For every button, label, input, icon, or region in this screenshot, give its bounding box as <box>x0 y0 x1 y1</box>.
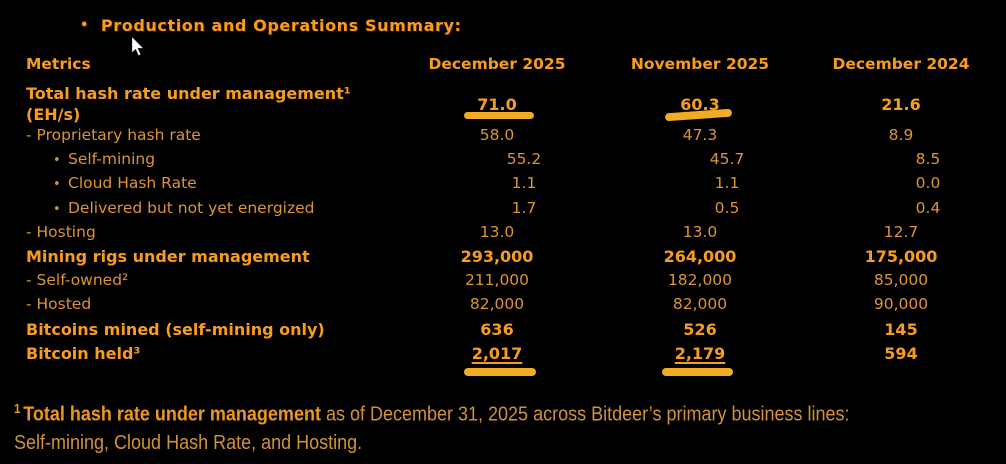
value-dec-2025: 1.7 <box>511 198 537 217</box>
value-dec-2024: 8.9 <box>888 126 914 144</box>
highlight-marker <box>464 368 536 376</box>
table-row: • Delivered but not yet energized 1.7 0.5… <box>26 199 1006 223</box>
mouse-cursor-icon <box>131 36 146 57</box>
footnote-line1: 1 Total hash rate under management as of … <box>14 395 1006 429</box>
value-nov-2025: 82,000 <box>672 295 728 314</box>
table-row: Total hash rate under management¹ (EH/s)… <box>26 82 1006 126</box>
value-nov-2025: 45.7 <box>709 150 745 169</box>
value-dec-2024: 21.6 <box>881 94 921 114</box>
underlined-value: 2,179 <box>674 343 726 363</box>
value-nov-2025: 526 <box>683 319 717 339</box>
value-dec-2024: 0.0 <box>915 174 941 193</box>
highlight-marker <box>662 368 733 376</box>
metric-label: Bitcoin held³ <box>26 343 141 363</box>
metric-label: Total hash rate under management¹ (EH/s) <box>26 83 406 125</box>
metric-label: - Hosting <box>26 222 96 241</box>
table-row: - Self-owned² 211,000 182,000 85,000 <box>26 271 1006 295</box>
value-dec-2024: 12.7 <box>883 222 919 241</box>
value-dec-2025: 2,017 <box>406 344 588 363</box>
table-row: • Self-mining 55.2 45.7 8.5 <box>26 150 1006 174</box>
value-dec-2025: 58.0 <box>479 126 515 144</box>
value-nov-2025: 1.1 <box>714 174 740 193</box>
bullet-icon: • <box>53 153 61 169</box>
production-operations-table: Metrics December 2025 November 2025 Dece… <box>26 55 1006 368</box>
value-dec-2025: 293,000 <box>460 246 534 266</box>
value-dec-2024: 0.4 <box>915 198 941 217</box>
value-dec-2025: 1.1 <box>511 174 537 193</box>
footnote-line2: Self-mining, Cloud Hash Rate, and Hostin… <box>14 432 363 455</box>
value-nov-2025: 47.3 <box>682 126 718 144</box>
value-dec-2025: 13.0 <box>479 222 515 241</box>
table-row: • Cloud Hash Rate 1.1 1.1 0.0 <box>26 174 1006 198</box>
value-nov-2025: 13.0 <box>682 222 718 241</box>
footnote-bold-text: Total hash rate under management <box>23 403 321 426</box>
value-dec-2025: 71.0 <box>406 95 588 114</box>
column-header-dec-2025: December 2025 <box>428 55 566 73</box>
metric-label: - Hosted <box>26 295 92 314</box>
footnote-superscript: 1 <box>14 401 21 416</box>
table-row: - Proprietary hash rate 58.0 47.3 8.9 <box>26 126 1006 150</box>
metric-label: Mining rigs under management <box>26 246 310 266</box>
metric-label: • Self-mining <box>26 150 433 168</box>
table-header-row: Metrics December 2025 November 2025 Dece… <box>26 55 1006 82</box>
footnote: 1 Total hash rate under management as of … <box>14 395 1006 458</box>
metric-label-text: Self-mining <box>68 150 156 169</box>
column-header-nov-2025: November 2025 <box>630 55 770 73</box>
highlight-marker <box>464 112 534 119</box>
table-row: - Hosting 13.0 13.0 12.7 <box>26 223 1006 247</box>
value-nov-2025: 60.3 <box>588 95 812 114</box>
metric-label-line2: (EH/s) <box>26 105 81 124</box>
table-row: Bitcoins mined (self-mining only) 636 52… <box>26 320 1006 344</box>
column-header-dec-2024: December 2024 <box>832 55 970 73</box>
column-header-metrics: Metrics <box>26 55 91 73</box>
metric-label: - Proprietary hash rate <box>26 126 201 144</box>
value-nov-2025: 0.5 <box>714 198 740 217</box>
section-title: • Production and Operations Summary: <box>80 16 462 35</box>
value-dec-2025: 211,000 <box>464 271 530 290</box>
metric-label: - Self-owned² <box>26 271 129 290</box>
underlined-value: 60.3 <box>680 94 720 114</box>
value-dec-2025: 636 <box>480 319 514 339</box>
section-title-text: Production and Operations Summary: <box>100 16 462 35</box>
table-row: - Hosted 82,000 82,000 90,000 <box>26 295 1006 319</box>
bullet-icon: • <box>53 201 61 217</box>
bullet-icon: • <box>53 177 61 193</box>
metric-label-text: Delivered but not yet energized <box>68 198 315 217</box>
metric-label: Bitcoins mined (self-mining only) <box>26 319 325 339</box>
footnote-regular-text: as of December 31, 2025 across Bitdeer’s… <box>320 403 850 426</box>
value-nov-2025: 182,000 <box>667 271 733 290</box>
table-row: Bitcoin held³ 2,017 2,179 594 <box>26 344 1006 368</box>
underlined-value: 71.0 <box>477 94 517 114</box>
table-row: Mining rigs under management 293,000 264… <box>26 247 1006 271</box>
value-dec-2024: 175,000 <box>864 246 938 266</box>
value-dec-2024: 594 <box>884 343 918 363</box>
metric-label: • Cloud Hash Rate <box>26 174 433 192</box>
value-dec-2024: 145 <box>884 319 918 339</box>
bullet-icon: • <box>80 18 89 33</box>
value-dec-2025: 55.2 <box>506 150 542 169</box>
value-dec-2024: 8.5 <box>915 150 941 169</box>
value-nov-2025: 264,000 <box>663 246 737 266</box>
metric-label-line1: Total hash rate under management¹ <box>26 84 351 103</box>
value-dec-2025: 82,000 <box>469 295 525 314</box>
value-dec-2024: 85,000 <box>873 271 929 290</box>
value-nov-2025: 2,179 <box>588 344 812 363</box>
metric-label-text: Cloud Hash Rate <box>68 174 197 193</box>
underlined-value: 2,017 <box>471 343 523 363</box>
value-dec-2024: 90,000 <box>873 295 929 314</box>
metric-label: • Delivered but not yet energized <box>26 199 433 217</box>
